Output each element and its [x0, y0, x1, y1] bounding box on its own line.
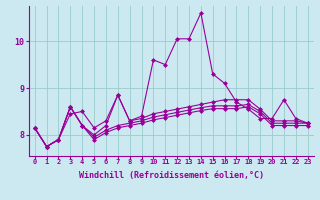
X-axis label: Windchill (Refroidissement éolien,°C): Windchill (Refroidissement éolien,°C): [79, 171, 264, 180]
